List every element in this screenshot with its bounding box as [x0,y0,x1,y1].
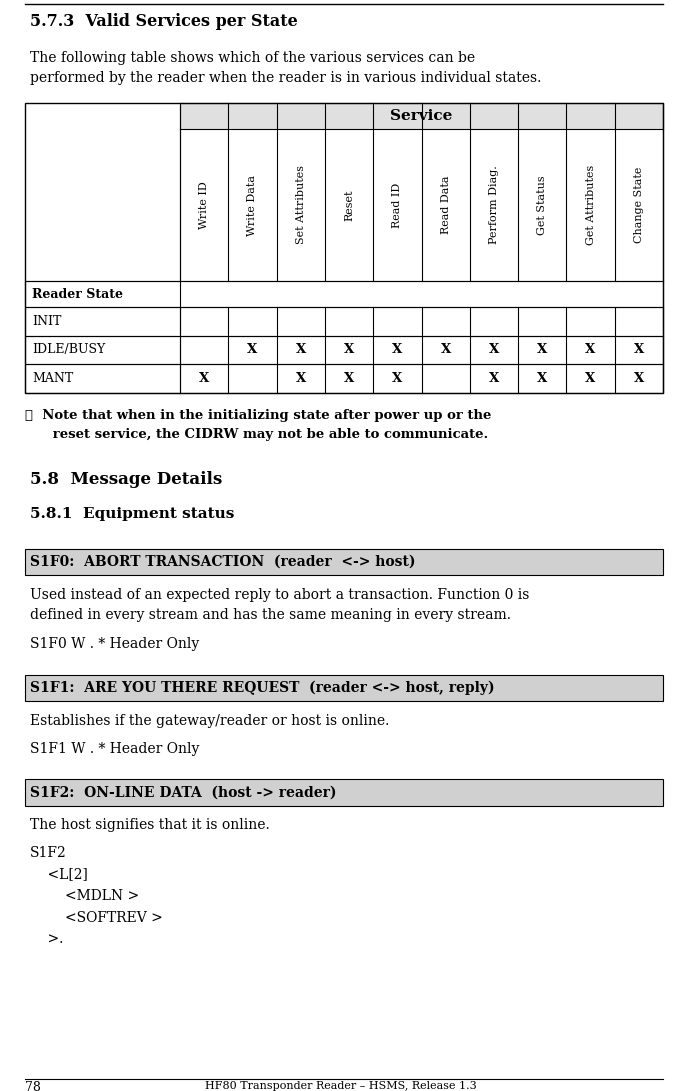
Text: S1F2: S1F2 [30,846,67,860]
Text: X: X [634,372,644,385]
Text: Read ID: Read ID [392,182,402,228]
Text: Read Data: Read Data [441,176,451,235]
Text: 5.7.3  Valid Services per State: 5.7.3 Valid Services per State [30,13,298,29]
Text: X: X [296,344,306,357]
Text: X: X [489,344,499,357]
Bar [25,549,663,575]
Text: Service: Service [390,109,453,123]
Text: X: X [392,372,402,385]
Text: INIT: INIT [32,314,61,327]
Bar [25,364,663,393]
Text: Get Attributes: Get Attributes [586,165,596,245]
Text: Establishes if the gateway/reader or host is online.: Establishes if the gateway/reader or hos… [30,714,390,728]
Text: X: X [392,344,402,357]
Bar [180,103,663,129]
Bar [25,336,663,364]
Text: S1F1:  ARE YOU THERE REQUEST  (reader <-> host, reply): S1F1: ARE YOU THERE REQUEST (reader <-> … [30,681,494,695]
Text: MANT: MANT [32,372,74,385]
Text: The following table shows which of the various services can be
performed by the : The following table shows which of the v… [30,51,541,84]
Text: X: X [537,344,548,357]
Text: <MDLN >: <MDLN > [30,889,139,903]
Text: X: X [586,372,596,385]
Text: S1F1 W . * Header Only: S1F1 W . * Header Only [30,742,200,755]
Text: X: X [344,344,354,357]
Text: X: X [344,372,354,385]
Bar [25,103,663,393]
Text: X: X [537,372,548,385]
Text: 5.8  Message Details: 5.8 Message Details [30,470,222,488]
Bar [25,779,663,805]
Bar [25,307,663,336]
Bar [180,103,663,129]
Text: <SOFTREV >: <SOFTREV > [30,911,163,924]
Text: ☞  Note that when in the initializing state after power up or the
      reset se: ☞ Note that when in the initializing sta… [25,408,492,441]
Text: The host signifies that it is online.: The host signifies that it is online. [30,818,270,832]
Text: X: X [247,344,257,357]
Text: Set Attributes: Set Attributes [296,166,306,244]
Text: HF80 Transponder Reader – HSMS, Release 1.3: HF80 Transponder Reader – HSMS, Release … [204,1081,477,1091]
Text: Change State: Change State [634,167,644,243]
Text: X: X [489,372,499,385]
Text: IDLE/BUSY: IDLE/BUSY [32,344,106,357]
Text: Write ID: Write ID [199,181,209,229]
Text: Used instead of an expected reply to abort a transaction. Function 0 is
defined : Used instead of an expected reply to abo… [30,588,529,622]
Text: Reader State: Reader State [32,288,123,300]
Text: X: X [586,344,596,357]
Text: 78: 78 [25,1081,41,1091]
Text: X: X [634,344,644,357]
Text: Perform Diag.: Perform Diag. [489,166,499,244]
Text: X: X [199,372,209,385]
Text: X: X [296,372,306,385]
Bar [25,281,663,307]
Text: X: X [441,344,451,357]
Text: <L[2]: <L[2] [30,867,88,882]
Text: S1F0 W . * Header Only: S1F0 W . * Header Only [30,637,200,651]
Text: Reset: Reset [344,189,354,220]
Text: S1F0:  ABORT TRANSACTION  (reader  <-> host): S1F0: ABORT TRANSACTION (reader <-> host… [30,554,415,568]
Text: S1F2:  ON-LINE DATA  (host -> reader): S1F2: ON-LINE DATA (host -> reader) [30,786,336,800]
Bar [25,674,663,702]
Text: >.: >. [30,932,63,946]
Text: 5.8.1  Equipment status: 5.8.1 Equipment status [30,506,234,520]
Text: Write Data: Write Data [247,175,257,236]
Text: Get Status: Get Status [537,176,548,235]
